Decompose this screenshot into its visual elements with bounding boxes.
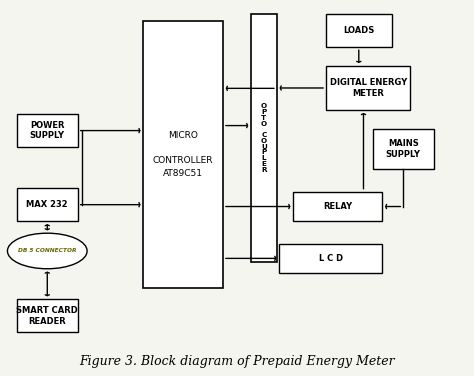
Ellipse shape (8, 233, 87, 269)
FancyBboxPatch shape (17, 114, 78, 147)
FancyBboxPatch shape (326, 66, 410, 110)
Text: Figure 3. Block diagram of Prepaid Energy Meter: Figure 3. Block diagram of Prepaid Energ… (79, 355, 395, 368)
Text: RELAY: RELAY (323, 202, 352, 211)
FancyBboxPatch shape (17, 188, 78, 221)
Text: DB 5 CONNECTOR: DB 5 CONNECTOR (18, 249, 76, 253)
Text: DIGITAL ENERGY
METER: DIGITAL ENERGY METER (329, 78, 407, 98)
Text: LOADS: LOADS (343, 26, 374, 35)
Text: MICRO

CONTROLLER
AT89C51: MICRO CONTROLLER AT89C51 (153, 131, 213, 178)
FancyBboxPatch shape (293, 192, 382, 221)
Text: SMART CARD
READER: SMART CARD READER (17, 306, 78, 326)
Text: MAX 232: MAX 232 (27, 200, 68, 209)
FancyBboxPatch shape (143, 21, 223, 288)
Text: MAINS
SUPPLY: MAINS SUPPLY (386, 139, 421, 159)
FancyBboxPatch shape (251, 14, 277, 262)
FancyBboxPatch shape (373, 129, 434, 170)
Text: L C D: L C D (319, 254, 343, 263)
Text: POWER
SUPPLY: POWER SUPPLY (30, 121, 65, 140)
Text: O
P
T
O
 
C
O
U
P
L
E
R: O P T O C O U P L E R (261, 103, 267, 173)
FancyBboxPatch shape (17, 299, 78, 332)
FancyBboxPatch shape (326, 14, 392, 47)
FancyBboxPatch shape (279, 244, 382, 273)
